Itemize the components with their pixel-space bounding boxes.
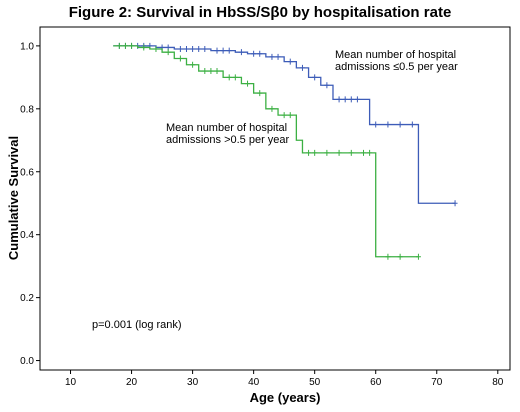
censor-mark — [354, 96, 360, 103]
annotation-high-admissions-line2: admissions >0.5 per year — [166, 134, 290, 146]
censor-mark — [257, 50, 263, 57]
annotation-low-admissions-line1: Mean number of hospital — [335, 49, 456, 61]
censor-mark — [190, 46, 196, 53]
censor-mark — [141, 44, 147, 51]
censor-mark — [251, 50, 257, 57]
x-tick-label: 60 — [370, 377, 382, 388]
y-tick-label: 1.0 — [20, 41, 34, 52]
y-tick-label: 0.8 — [20, 104, 34, 115]
censor-mark — [385, 121, 391, 128]
censor-mark — [257, 90, 263, 97]
censor-mark — [452, 200, 458, 207]
censor-mark — [324, 82, 330, 89]
censor-mark — [312, 74, 318, 81]
censor-mark — [196, 46, 202, 53]
censor-mark — [177, 46, 183, 53]
censor-mark — [336, 96, 342, 103]
y-tick-label: 0.6 — [20, 167, 34, 178]
censor-mark — [312, 149, 318, 156]
x-axis-label: Age (years) — [250, 390, 321, 405]
censor-mark — [281, 112, 287, 119]
censor-mark — [129, 42, 135, 49]
censor-mark — [226, 47, 232, 54]
x-tick-label: 30 — [187, 377, 199, 388]
plot-frame — [39, 26, 511, 371]
censor-mark — [306, 149, 312, 156]
censor-mark — [275, 53, 281, 60]
x-tick-label: 40 — [248, 377, 260, 388]
censor-mark — [202, 68, 208, 75]
censor-mark — [348, 149, 354, 156]
censor-mark — [373, 121, 379, 128]
censor-mark — [269, 53, 275, 60]
censor-mark — [177, 55, 183, 62]
censor-mark — [367, 149, 373, 156]
censor-mark — [214, 47, 220, 54]
censor-mark — [361, 149, 367, 156]
y-tick-label: 0.2 — [20, 293, 34, 304]
x-tick-label: 70 — [431, 377, 443, 388]
censor-mark — [336, 149, 342, 156]
censor-mark — [287, 112, 293, 119]
censor-mark — [232, 74, 238, 81]
censor-mark — [122, 42, 128, 49]
censor-mark — [409, 121, 415, 128]
censor-mark — [190, 61, 196, 68]
censor-mark — [245, 80, 251, 87]
annotation-pvalue: p=0.001 (log rank) — [92, 319, 182, 331]
annotation-low-admissions-line2: admissions ≤0.5 per year — [335, 61, 458, 73]
censor-mark — [202, 46, 208, 53]
censor-mark — [415, 253, 421, 260]
censor-mark — [397, 253, 403, 260]
censor-mark — [287, 58, 293, 65]
censor-mark — [348, 96, 354, 103]
censor-mark — [269, 105, 275, 112]
x-tick-label: 50 — [309, 377, 321, 388]
censor-mark — [214, 68, 220, 75]
series-line-2 — [113, 45, 419, 258]
censor-mark — [226, 74, 232, 81]
censor-mark — [116, 42, 122, 49]
censor-mark — [238, 49, 244, 56]
annotation-high-admissions-line1: Mean number of hospital — [166, 122, 287, 134]
censor-mark — [183, 46, 189, 53]
censor-mark — [397, 121, 403, 128]
chart-title: Figure 2: Survival in HbSS/Sβ0 by hospit… — [68, 4, 452, 21]
y-axis-label: Cumulative Survival — [6, 136, 21, 260]
censor-mark — [153, 46, 159, 53]
x-tick-label: 20 — [126, 377, 138, 388]
x-tick-label: 10 — [65, 377, 77, 388]
censor-mark — [324, 149, 330, 156]
y-tick-label: 0.0 — [20, 356, 34, 367]
censor-mark — [385, 253, 391, 260]
x-tick-label: 80 — [492, 377, 504, 388]
censor-mark — [208, 68, 214, 75]
censor-mark — [165, 49, 171, 56]
censor-mark — [299, 64, 305, 71]
y-tick-label: 0.4 — [20, 230, 34, 241]
censor-mark — [220, 47, 226, 54]
censor-mark — [342, 96, 348, 103]
